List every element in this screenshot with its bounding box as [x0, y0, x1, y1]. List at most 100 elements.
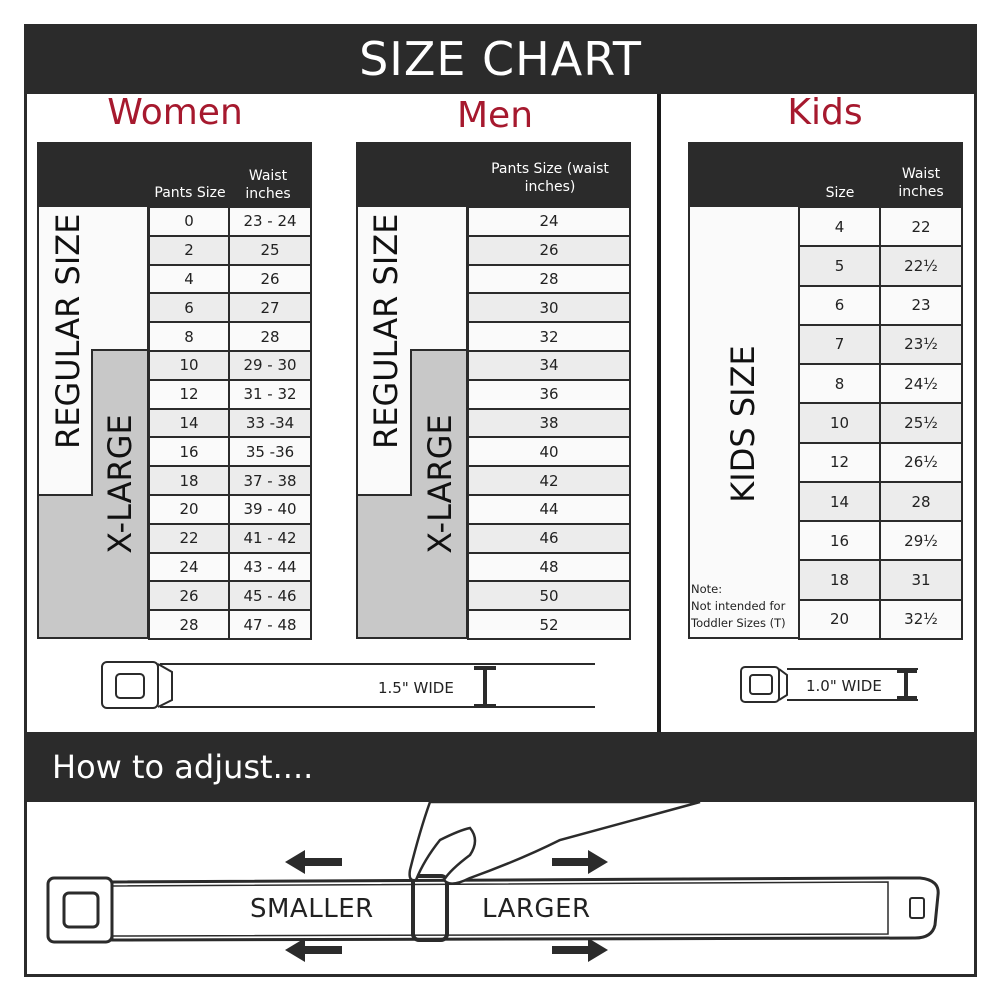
men-pants-size-cell: 30 — [467, 292, 631, 324]
women-waist-cell: 43 - 44 — [228, 551, 312, 583]
arrow-larger-top-icon — [552, 850, 608, 874]
kids-waist-cell: 31 — [879, 559, 963, 601]
women-pants-size-cell: 12 — [148, 378, 230, 410]
women-col-waist: Waist inches — [232, 167, 304, 203]
men-pants-size-cell: 50 — [467, 580, 631, 612]
kids-waist-cell: 25½ — [879, 402, 963, 444]
kids-waist-cell: 32½ — [879, 598, 963, 640]
adult-belt-icon — [101, 661, 595, 709]
women-waist-cell: 33 -34 — [228, 407, 312, 439]
women-waist-cell: 45 - 46 — [228, 580, 312, 612]
men-pants-size-cell: 34 — [467, 350, 631, 381]
kids-waist-cell: 23½ — [879, 323, 963, 366]
women-pants-size-cell: 26 — [148, 580, 230, 612]
men-pants-size-cell: 42 — [467, 465, 631, 496]
men-pants-size-cell: 26 — [467, 234, 631, 266]
kids-divider — [657, 94, 661, 734]
kids-size-cell: 20 — [798, 598, 881, 640]
men-pants-size-cell: 46 — [467, 522, 631, 554]
larger-label: LARGER — [482, 894, 591, 924]
women-waist-cell: 41 - 42 — [228, 522, 312, 554]
kids-waist-cell: 24½ — [879, 363, 963, 405]
women-pants-size-cell: 22 — [148, 522, 230, 554]
adult-belt-width: 1.5" WIDE — [378, 679, 454, 697]
kids-size-cell: 4 — [798, 206, 881, 248]
adjustable-belt-icon — [46, 874, 940, 944]
smaller-label: SMALLER — [250, 894, 374, 924]
women-waist-cell: 27 — [228, 292, 312, 324]
hand-icon — [408, 800, 701, 885]
kids-label-block — [688, 205, 800, 639]
kids-waist-cell: 26½ — [879, 441, 963, 483]
women-waist-cell: 39 - 40 — [228, 494, 312, 525]
women-pants-size-cell: 4 — [148, 263, 230, 295]
women-pants-size-cell: 10 — [148, 350, 230, 381]
women-waist-cell: 29 - 30 — [228, 350, 312, 381]
women-pants-size-cell: 20 — [148, 494, 230, 525]
men-pants-size-cell: 52 — [467, 609, 631, 640]
kids-waist-cell: 22 — [879, 206, 963, 248]
women-waist-cell: 26 — [228, 263, 312, 295]
arrow-larger-bottom-icon — [552, 938, 608, 962]
men-regular-label: REGULAR SIZE — [367, 213, 405, 449]
kids-size-cell: 5 — [798, 245, 881, 287]
women-col-pants-size: Pants Size — [150, 184, 230, 202]
women-waist-cell: 28 — [228, 321, 312, 352]
men-pants-size-cell: 36 — [467, 378, 631, 410]
women-regular-label: REGULAR SIZE — [49, 213, 87, 449]
kids-size-cell: 7 — [798, 323, 881, 366]
kids-size-cell: 14 — [798, 480, 881, 523]
kids-size-cell: 8 — [798, 363, 881, 405]
kids-heading: Kids — [787, 92, 863, 133]
men-heading: Men — [456, 95, 534, 136]
men-pants-size-cell: 32 — [467, 321, 631, 352]
women-heading: Women — [107, 92, 243, 133]
kids-size-cell: 10 — [798, 402, 881, 444]
kids-waist-cell: 28 — [879, 480, 963, 523]
kids-size-cell: 12 — [798, 441, 881, 483]
women-waist-cell: 35 -36 — [228, 436, 312, 468]
women-pants-size-cell: 8 — [148, 321, 230, 352]
men-pants-size-cell: 38 — [467, 407, 631, 439]
page-title: SIZE CHART — [24, 24, 977, 94]
women-waist-cell: 23 - 24 — [228, 206, 312, 237]
kids-size-cell: 18 — [798, 559, 881, 601]
arrow-smaller-bottom-icon — [285, 938, 342, 962]
how-to-adjust-heading: How to adjust.... — [26, 732, 975, 802]
women-xl-label: X-LARGE — [101, 414, 139, 554]
women-waist-cell: 31 - 32 — [228, 378, 312, 410]
women-pants-size-cell: 16 — [148, 436, 230, 468]
men-pants-size-cell: 48 — [467, 551, 631, 583]
men-xl-label: X-LARGE — [421, 414, 459, 554]
men-pants-size-cell: 40 — [467, 436, 631, 468]
men-pants-size-cell: 24 — [467, 206, 631, 237]
kids-waist-cell: 29½ — [879, 520, 963, 562]
women-pants-size-cell: 24 — [148, 551, 230, 583]
kids-col-waist: Waist inches — [882, 165, 960, 201]
men-pants-size-cell: 44 — [467, 494, 631, 525]
women-pants-size-cell: 0 — [148, 206, 230, 237]
men-col-pants-size: Pants Size (waist inches) — [470, 160, 630, 196]
women-pants-size-cell: 14 — [148, 407, 230, 439]
kids-belt-icon — [740, 666, 918, 703]
women-waist-cell: 25 — [228, 234, 312, 266]
women-waist-cell: 37 - 38 — [228, 465, 312, 496]
men-pants-size-cell: 28 — [467, 263, 631, 295]
kids-belt-width: 1.0" WIDE — [806, 677, 882, 695]
kids-waist-cell: 22½ — [879, 245, 963, 287]
arrow-smaller-top-icon — [285, 850, 342, 874]
women-pants-size-cell: 28 — [148, 609, 230, 640]
kids-size-cell: 6 — [798, 284, 881, 326]
kids-col-size: Size — [800, 184, 880, 202]
kids-note-line1: Not intended for — [691, 599, 786, 613]
kids-waist-cell: 23 — [879, 284, 963, 326]
women-pants-size-cell: 2 — [148, 234, 230, 266]
women-pants-size-cell: 18 — [148, 465, 230, 496]
kids-note-title: Note: — [691, 582, 723, 596]
kids-note: Note: Not intended for Toddler Sizes (T) — [691, 581, 786, 632]
kids-size-label: KIDS SIZE — [724, 345, 762, 503]
women-waist-cell: 47 - 48 — [228, 609, 312, 640]
kids-size-cell: 16 — [798, 520, 881, 562]
women-pants-size-cell: 6 — [148, 292, 230, 324]
kids-note-line2: Toddler Sizes (T) — [691, 616, 786, 630]
